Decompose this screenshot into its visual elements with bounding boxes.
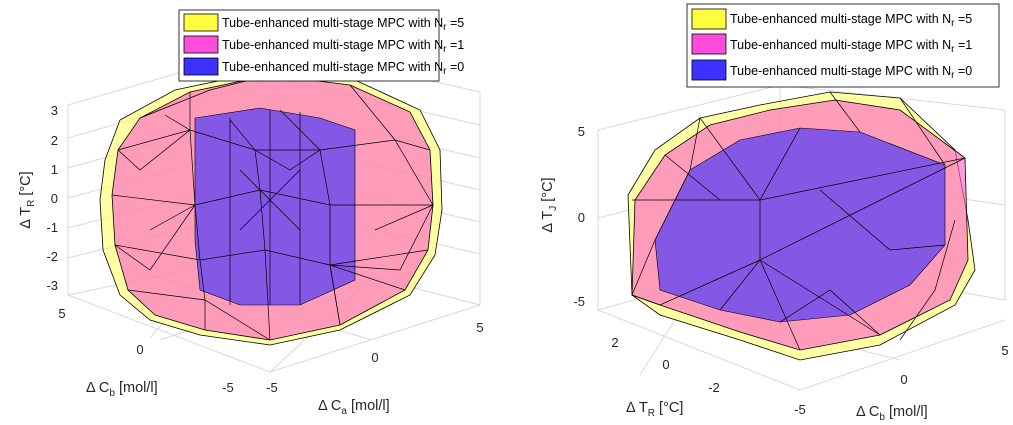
chart-left-y-ticks: 5 0 -5 xyxy=(58,306,233,395)
zlabel-right: Δ TJ [°C] xyxy=(540,177,559,232)
legend-left: Tube-enhanced multi-stage MPC with Nr =5… xyxy=(178,9,464,82)
chart-left-z-ticks: 3 2 1 0 -1 -2 -3 xyxy=(46,103,58,293)
z-tick-right-1: 0 xyxy=(578,210,585,225)
legend-right-box xyxy=(686,3,1000,88)
chart-right-polytopes xyxy=(627,91,976,361)
x-tick-left-2: 5 xyxy=(476,320,483,335)
ylabel-right: Δ Cb [mol/l] xyxy=(856,404,928,423)
x-tick-left-0: -5 xyxy=(266,380,278,395)
chart-left-polytopes xyxy=(99,69,443,346)
y-tick-left-2: -5 xyxy=(222,380,234,395)
polytope-left-nr0 xyxy=(194,107,356,306)
chart-right-y-ticks: -5 0 5 xyxy=(794,343,1008,417)
y-tick-right-2: 5 xyxy=(1001,343,1008,358)
chart-right-z-ticks: 5 0 -5 xyxy=(573,124,585,309)
legend-left-entry-2: Tube-enhanced multi-stage MPC with Nr =0 xyxy=(222,60,464,77)
zlabel-left: Δ TR [°C] xyxy=(18,171,37,228)
z-tick-left-0: 3 xyxy=(51,103,58,118)
legend-left-entry-0: Tube-enhanced multi-stage MPC with Nr =5 xyxy=(222,16,464,33)
legend-right-swatch-2 xyxy=(691,59,727,81)
x-tick-right-2: -2 xyxy=(708,380,720,395)
y-tick-left-1: 0 xyxy=(136,342,143,357)
z-tick-left-5: -2 xyxy=(46,249,58,264)
legend-right: Tube-enhanced multi-stage MPC with Nr =5… xyxy=(686,3,1000,88)
z-tick-left-1: 2 xyxy=(51,133,58,148)
y-tick-right-0: -5 xyxy=(794,402,806,417)
legend-right-entry-2: Tube-enhanced multi-stage MPC with Nr =0 xyxy=(730,64,972,81)
legend-left-box xyxy=(178,9,440,82)
legend-right-swatch-1 xyxy=(691,33,727,55)
legend-left-entry-1: Tube-enhanced multi-stage MPC with Nr =1 xyxy=(222,38,464,55)
z-tick-right-0: 5 xyxy=(578,124,585,139)
xlabel-left: Δ Ca [mol/l] xyxy=(318,398,390,417)
z-tick-left-3: 0 xyxy=(51,191,58,206)
legend-right-swatch-0 xyxy=(691,8,727,30)
legend-left-swatch-0 xyxy=(183,13,219,32)
ylabel-left: Δ Cb [mol/l] xyxy=(86,380,158,399)
chart-left: 3 2 1 0 -1 -2 -3 5 0 -5 -5 0 5 Δ TR [°C]… xyxy=(18,9,484,417)
x-tick-right-0: 2 xyxy=(611,335,618,350)
legend-left-swatch-2 xyxy=(183,57,219,76)
legend-right-entry-0: Tube-enhanced multi-stage MPC with Nr =5 xyxy=(730,12,972,29)
z-tick-left-2: 1 xyxy=(51,162,58,177)
xlabel-right: Δ TR [°C] xyxy=(626,400,683,419)
y-tick-right-1: 0 xyxy=(900,372,907,387)
legend-left-swatch-1 xyxy=(183,35,219,54)
chart-right: 5 0 -5 2 0 -2 -5 0 5 Δ TJ [°C] Δ TR [°C]… xyxy=(540,3,1009,423)
z-tick-right-2: -5 xyxy=(573,294,585,309)
x-tick-left-1: 0 xyxy=(371,350,378,365)
y-tick-left-0: 5 xyxy=(58,306,65,321)
x-tick-right-1: 0 xyxy=(662,357,669,372)
z-tick-left-4: -1 xyxy=(46,220,58,235)
z-tick-left-6: -3 xyxy=(46,278,58,293)
chart-right-x-ticks: 2 0 -2 xyxy=(611,335,719,395)
legend-right-entry-1: Tube-enhanced multi-stage MPC with Nr =1 xyxy=(730,38,972,55)
chart-left-x-ticks: -5 0 5 xyxy=(266,320,483,395)
